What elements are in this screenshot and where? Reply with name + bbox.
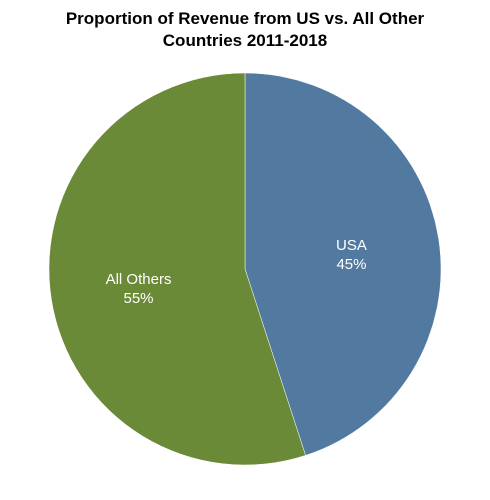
pie-slice-usa <box>244 72 442 456</box>
slice-name-label-all-others: All Others <box>106 271 172 288</box>
pie-slices <box>48 72 442 466</box>
chart-title-line-2: Countries 2011-2018 <box>162 31 328 50</box>
slice-name-label-usa: USA <box>336 237 367 254</box>
slice-percent-label-usa: 45% <box>336 256 366 273</box>
pie-slice-all-others <box>48 72 306 466</box>
pie-labels: USA 45% All Others 55% <box>106 237 367 307</box>
chart-title-line-1: Proportion of Revenue from US vs. All Ot… <box>65 9 425 28</box>
chart-title: Proportion of Revenue from US vs. All Ot… <box>0 8 490 52</box>
slice-percent-label-all-others: 55% <box>124 290 154 307</box>
